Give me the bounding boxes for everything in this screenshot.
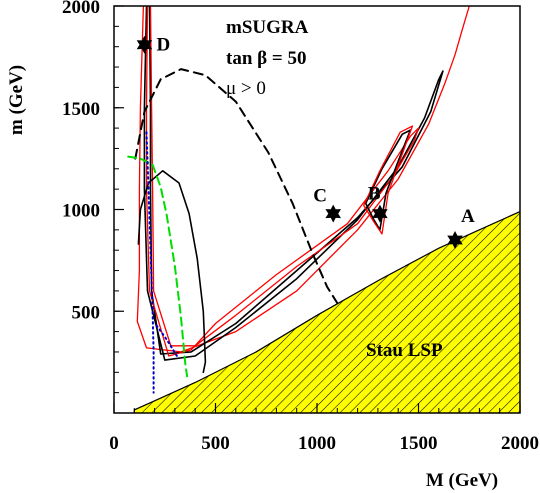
axis-ticks: 0 500 1000 1500 2000 500 1000 1500 2000	[62, 0, 539, 454]
x-tick-label: 1500	[400, 433, 438, 454]
benchmark-star-c	[325, 204, 341, 223]
contour-black-dashed-6	[134, 68, 339, 305]
benchmark-label-b: B	[368, 184, 381, 205]
mu-annotation: μ > 0	[226, 78, 266, 99]
plot-area	[127, 6, 520, 413]
benchmark-label-a: A	[461, 206, 475, 227]
model-annotation: mSUGRA	[226, 17, 309, 38]
y-tick-label: 500	[72, 302, 101, 323]
x-tick-label: 2000	[501, 433, 539, 454]
y-axis-label: m (GeV)	[6, 65, 27, 135]
contour-blue-dotted-8	[145, 131, 155, 394]
y-tick-label: 1500	[62, 99, 100, 120]
benchmark-label-c: C	[313, 186, 327, 207]
benchmark-star-b	[372, 204, 388, 223]
contour-blue-dotted-9	[155, 324, 178, 357]
benchmark-star-a	[447, 231, 463, 249]
contour-red-solid-4	[363, 125, 414, 235]
tanbeta-annotation: tan β = 50	[226, 48, 306, 69]
contour-green-dashed-7	[127, 155, 189, 378]
benchmark-star-d	[136, 35, 153, 54]
contour-black-solid-5	[137, 170, 207, 374]
x-axis-label: M (GeV)	[426, 470, 498, 491]
stau-lsp-region	[134, 211, 520, 413]
y-tick-label: 2000	[62, 0, 100, 18]
contour-black-solid-1	[143, 6, 444, 361]
x-tick-label: 500	[201, 433, 230, 454]
plot-contents	[127, 6, 520, 413]
contour-black-solid-3	[364, 129, 412, 231]
benchmark-points: A B C D	[136, 35, 475, 249]
y-tick-label: 1000	[62, 201, 100, 222]
x-tick-label: 1000	[298, 433, 336, 454]
benchmark-label-d: D	[156, 35, 170, 56]
x-tick-label: 0	[109, 433, 119, 454]
stau-lsp-label: Stau LSP	[366, 340, 443, 361]
